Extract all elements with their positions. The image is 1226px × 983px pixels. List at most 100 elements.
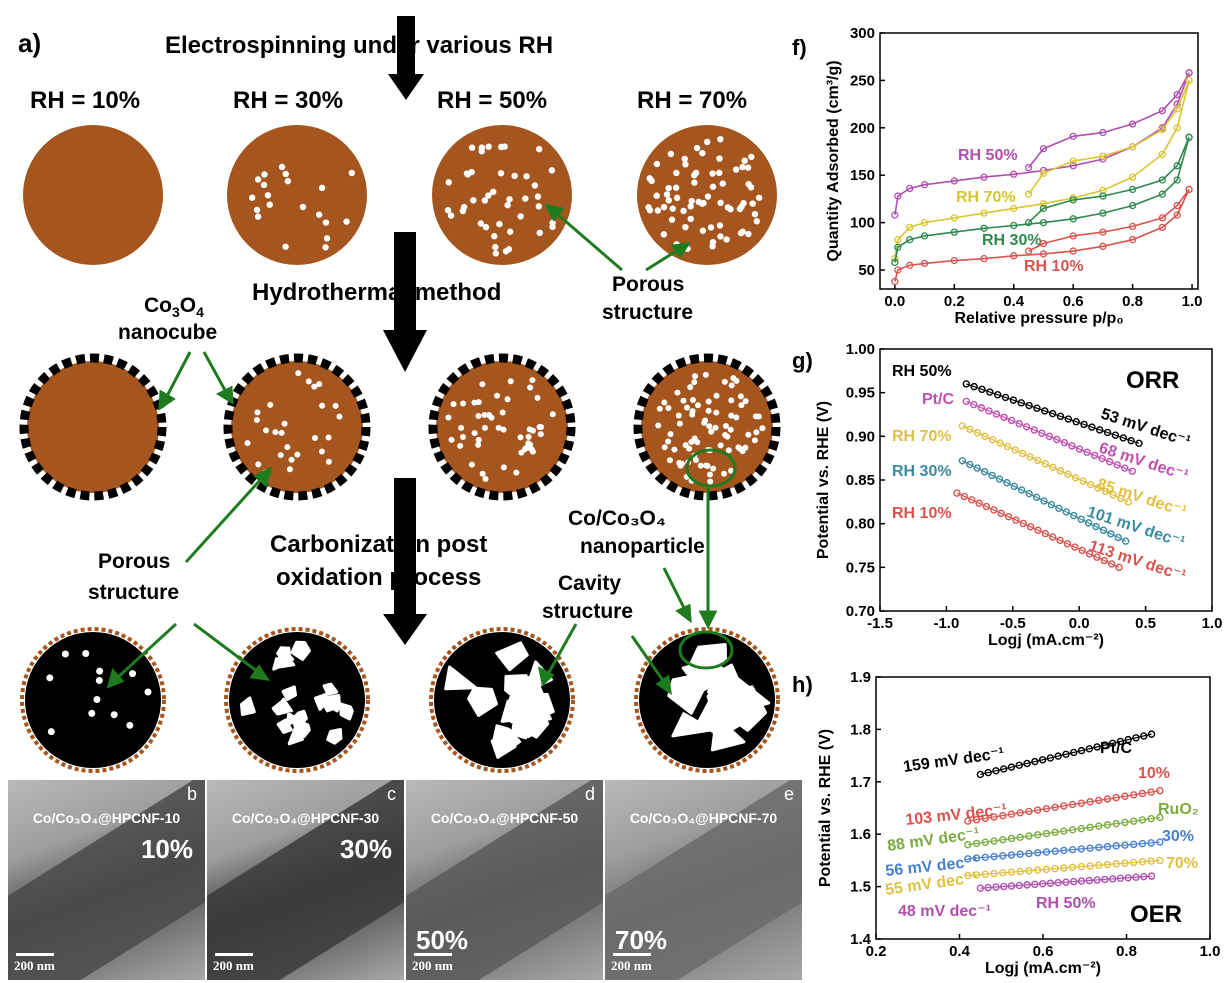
data-point [1069,157,1077,165]
data-point [1045,432,1054,441]
tem-scale-bar [613,953,651,956]
pore [665,404,672,411]
data-point [894,236,902,244]
cavity-label-line2: structure [542,600,633,623]
fiber-section-rh30 [227,125,367,265]
data-point [1069,215,1077,223]
data-point [1124,498,1133,506]
fiber-cross-sections-row2 [19,353,781,501]
x-tick-label: 1.0 [1202,615,1223,632]
pore [706,471,713,478]
y-tick-label: 0.85 [846,472,875,489]
data-point [1128,222,1137,231]
data-point [1048,409,1057,418]
data-point [966,460,974,469]
pore [674,389,681,396]
pore [751,210,759,218]
cavity [516,672,545,707]
data-point [958,422,967,430]
y-tick-label: 200 [850,120,875,137]
tem-sample-label: Co/Co₃O₄@HPCNF-30 [231,810,380,826]
series-label: RH 30% [892,463,952,480]
data-point [906,236,914,244]
pore [255,461,262,468]
series-label: 10% [1138,765,1170,782]
data-point [1173,105,1181,113]
pore [693,144,701,152]
fit-line [962,460,1126,542]
data-point [1128,185,1137,194]
data-point [1025,489,1033,498]
data-point [1012,516,1020,524]
pore [737,393,744,400]
data-point [1099,526,1108,534]
pore [537,431,544,438]
data-point [1038,429,1046,437]
tem-panel-c: Co/Co₃O₄@HPCNF-30 c 30% 200 nm [207,780,404,980]
data-point [1079,477,1087,485]
data-point [1026,453,1034,461]
data-point [1041,460,1050,468]
porous-structure-label-top-line1: Porous [612,273,684,296]
x-tick-label: 1.0 [1200,943,1221,960]
tem-scale-bar [16,953,54,956]
data-point [950,177,958,185]
pore [457,442,464,449]
data-point [1099,228,1107,236]
data-point [1121,537,1130,545]
x-tick-label: 0.4 [1003,293,1025,310]
pore [665,197,672,204]
pore [682,161,689,168]
data-point [1024,218,1033,227]
data-point [1041,529,1050,538]
data-point [970,382,978,391]
pore [95,676,103,684]
data-point [1093,743,1101,751]
pore [663,191,671,198]
pore [61,650,69,658]
series-label: RH 50% [892,363,952,380]
data-point [1033,404,1041,412]
pore [447,212,455,219]
fiber-cross-sections-row3 [20,627,780,773]
step-electrospinning: Electrospinning under various RH [165,32,553,59]
data-point [973,429,982,437]
data-point [950,214,958,222]
data-point [1019,519,1028,528]
nanoparticle-label-line1: Co/Co₃O₄ [568,507,666,530]
pore [254,409,261,416]
pore [526,426,533,433]
y-tick-label: 1.7 [850,774,871,791]
series-label: 70% [1166,855,1198,872]
data-point [982,502,991,511]
data-point [994,391,1002,399]
plot-frame [879,32,1199,290]
pore [666,457,673,464]
pore [690,396,697,403]
series-10: 10% 103 mV dec⁻¹ [905,765,1170,829]
series-rh30: RH 30% [891,133,1193,267]
data-point [1158,126,1166,134]
data-point [1049,533,1057,541]
y-tick-label: 1.4 [850,931,872,948]
data-point [985,407,993,415]
tem-rh-percent: 30% [339,834,392,864]
data-point [1023,759,1031,768]
pore [322,244,329,251]
rh-label-10: RH = 10% [30,87,140,114]
pore [494,392,501,399]
pore [527,384,534,391]
fiber-section-hydrothermal-10 [27,361,159,493]
y-tick-label: 50 [858,262,875,279]
pore [529,446,536,453]
data-point [1084,519,1093,527]
data-point [1054,752,1062,760]
data-point [1000,765,1008,773]
pore [721,470,728,477]
data-point [1011,446,1019,454]
pore [717,199,724,207]
data-point [980,468,989,476]
pore [144,688,152,696]
pore [299,203,307,211]
pore [536,229,543,237]
